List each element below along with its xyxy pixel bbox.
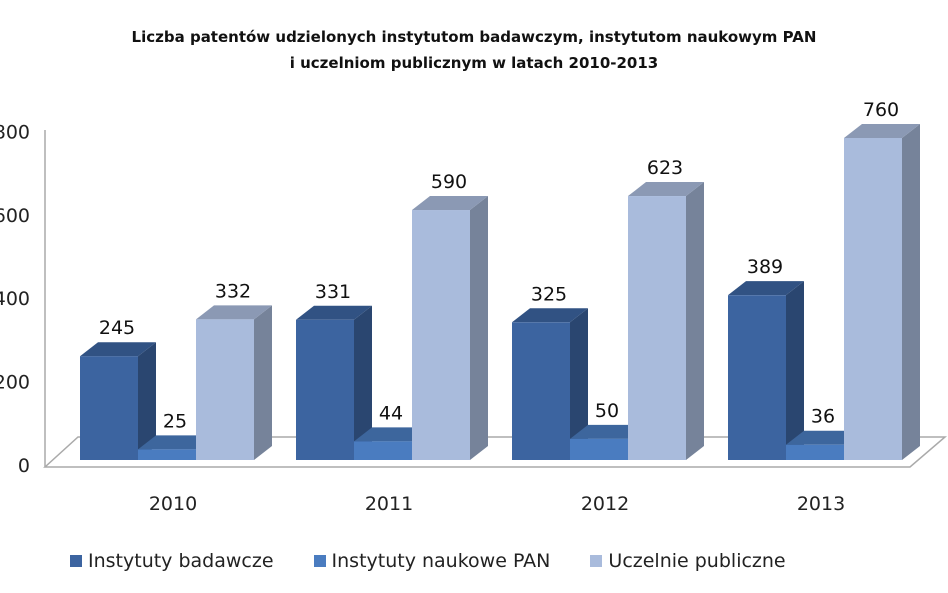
bar [196,319,254,460]
bar-top [786,430,862,445]
bar-top [512,308,588,323]
data-label: 760 [863,99,899,121]
bar-side [902,124,920,460]
data-label: 332 [215,280,251,302]
data-label: 25 [163,410,187,432]
legend-swatch [590,555,603,567]
x-tick-label: 2011 [365,493,413,515]
bar-top [570,424,646,439]
data-label: 331 [315,281,351,303]
y-tick-label: 800 [0,121,30,143]
chart-title-line-1: Liczba patentów udzielonych instytutom b… [131,28,817,46]
legend-label: Uczelnie publiczne [608,550,786,572]
y-tick-label: 600 [0,205,30,227]
bar-side [786,281,804,460]
x-tick-label: 2010 [149,493,197,515]
legend-label: Instytuty badawcze [88,550,274,572]
x-tick-label: 2012 [581,493,629,515]
bar [728,295,786,460]
bar-top [80,342,156,357]
bar-top [628,182,704,197]
bar-top [138,435,214,450]
legend-item: Uczelnie publiczne [590,550,786,572]
data-label: 36 [811,406,835,428]
bar-side [470,196,488,461]
bar [628,196,686,460]
data-label: 325 [531,283,567,305]
bar [80,356,138,460]
bar [296,319,354,460]
legend-item: Instytuty naukowe PAN [313,550,551,572]
bar-side [570,308,588,460]
legend-label: Instytuty naukowe PAN [331,550,551,572]
bar [786,444,844,460]
bar [354,441,412,460]
bar [570,438,628,460]
bar [138,449,196,460]
legend-swatch [313,555,326,567]
bar-side [138,342,156,460]
bar-top [728,281,804,296]
data-label: 590 [431,171,467,193]
data-label: 623 [647,157,683,179]
legend-swatch [70,555,82,567]
bar-side [254,305,272,460]
y-tick-label: 0 [18,455,30,477]
bar [844,138,902,460]
bar-top [196,305,272,320]
data-label: 44 [379,402,403,424]
y-tick-label: 400 [0,288,30,310]
data-label: 245 [99,317,135,339]
bar-top [354,427,430,442]
bar [512,322,570,460]
bar-top [844,124,920,138]
data-label: 50 [595,400,619,422]
data-label: 389 [747,256,783,278]
bar-top [412,196,488,211]
bar-top [296,305,372,320]
plot-area: 0 200 400 600 800 245 25 332 2010 331 44 590 2011 325… [0,99,948,515]
x-tick-label: 2013 [797,493,845,515]
bar-side [686,182,704,460]
legend: Instytuty badawcze Instytuty naukowe PAN… [70,550,786,572]
legend-item: Instytuty badawcze [70,550,274,572]
chart-title-line-2: i uczelniom publicznym w latach 2010-201… [289,54,659,72]
bar [412,210,470,460]
y-tick-label: 200 [0,372,30,394]
bar-side [354,305,372,460]
